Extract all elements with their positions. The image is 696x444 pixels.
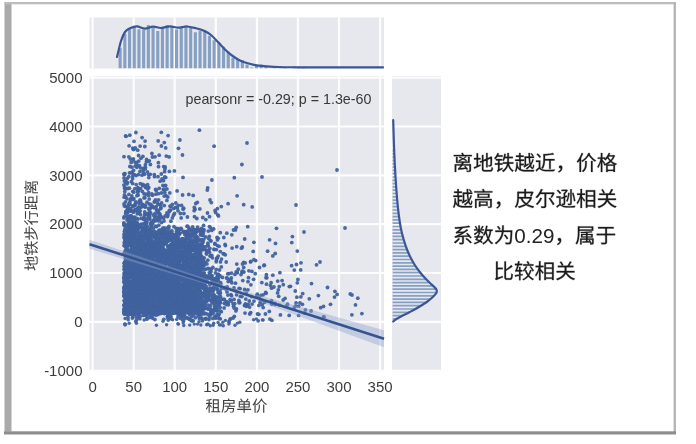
svg-text:3000: 3000: [49, 167, 82, 184]
svg-text:2000: 2000: [49, 215, 82, 232]
svg-text:150: 150: [203, 378, 228, 395]
svg-text:pearsonr = -0.29; p = 1.3e-60: pearsonr = -0.29; p = 1.3e-60: [186, 91, 372, 107]
svg-text:100: 100: [162, 378, 187, 395]
svg-text:300: 300: [326, 378, 351, 395]
svg-text:-1000: -1000: [44, 362, 82, 379]
svg-text:50: 50: [125, 378, 142, 395]
svg-text:200: 200: [244, 378, 269, 395]
svg-text:5000: 5000: [49, 69, 82, 86]
svg-text:0.29: 0.29: [514, 224, 554, 247]
svg-text:1000: 1000: [49, 264, 82, 281]
svg-text:0: 0: [88, 378, 96, 395]
svg-text:250: 250: [285, 378, 310, 395]
svg-text:0: 0: [74, 313, 82, 330]
svg-text:4000: 4000: [49, 118, 82, 135]
svg-text:350: 350: [368, 378, 393, 395]
